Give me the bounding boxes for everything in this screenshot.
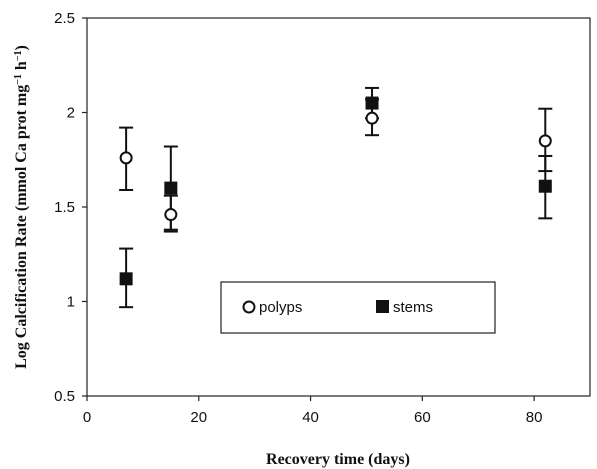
data-markers <box>119 96 552 286</box>
x-tick-label: 0 <box>83 409 91 426</box>
y-tick-label: 1.5 <box>54 199 75 216</box>
point-stems <box>538 179 552 193</box>
y-tick-label: 2 <box>67 105 75 122</box>
y-tick-label: 1 <box>67 294 75 311</box>
axis-ticks: 0 20 40 60 80 0.5 1 1.5 2 2.5 <box>54 10 542 426</box>
y-axis-title: Log Calcification Rate (mmol Ca prot mg−… <box>13 45 31 369</box>
point-polyps <box>164 208 178 222</box>
legend: polyps stems <box>220 281 496 334</box>
point-stems <box>164 181 178 195</box>
x-axis-title: Recovery time (days) <box>266 451 410 468</box>
point-polyps <box>365 111 379 125</box>
legend-polyps-label: polyps <box>259 299 302 316</box>
x-tick-label: 20 <box>190 409 207 426</box>
legend-polyps-marker <box>242 300 256 314</box>
legend-stems-label: stems <box>393 299 433 316</box>
legend-box <box>220 281 496 334</box>
legend-stems-marker <box>376 300 389 313</box>
point-stems <box>365 96 379 110</box>
x-tick-label: 60 <box>414 409 431 426</box>
y-tick-label: 2.5 <box>54 10 75 27</box>
point-stems <box>119 272 133 286</box>
plot-area <box>86 17 591 397</box>
y-tick-label: 0.5 <box>54 388 75 405</box>
x-tick-label: 40 <box>302 409 319 426</box>
point-polyps <box>538 134 552 148</box>
x-tick-label: 80 <box>526 409 543 426</box>
point-polyps <box>119 151 133 165</box>
